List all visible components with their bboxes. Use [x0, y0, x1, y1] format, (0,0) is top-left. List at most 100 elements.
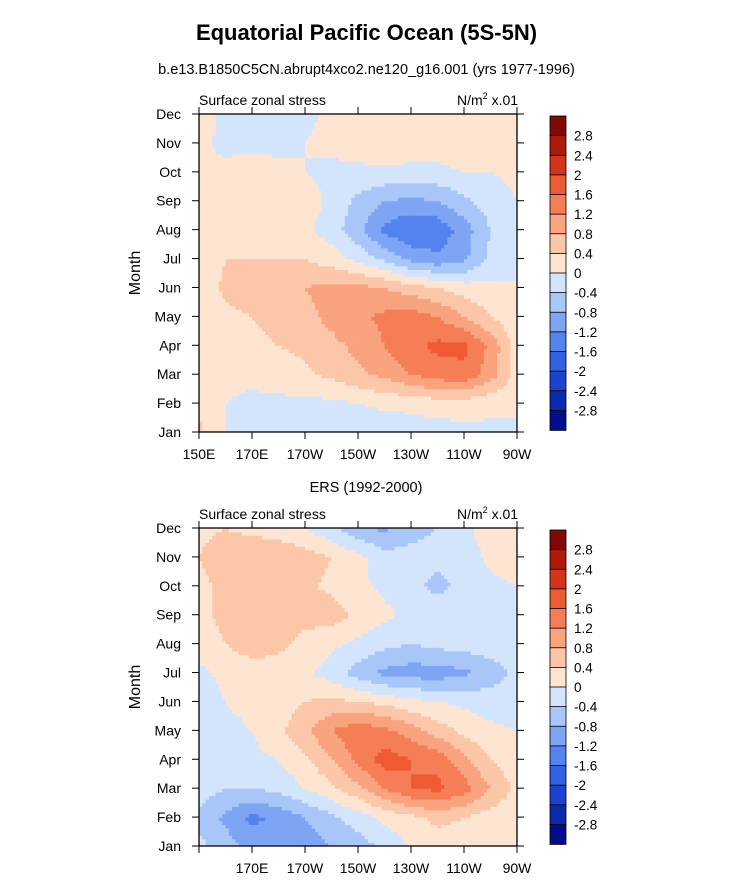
- heatmap-cell: [404, 327, 409, 332]
- heatmap-cell: [414, 359, 419, 364]
- heatmap-cell: [411, 352, 415, 357]
- heatmap-cell: [397, 273, 402, 278]
- heatmap-cell: [285, 294, 290, 299]
- heatmap-cell: [232, 334, 237, 339]
- heatmap-cell: [424, 258, 429, 263]
- heatmap-cell: [298, 244, 303, 249]
- heatmap-cell: [225, 406, 230, 411]
- heatmap-cell: [361, 338, 366, 343]
- heatmap-cell: [394, 417, 399, 422]
- heatmap-cell: [261, 424, 266, 429]
- heatmap-cell: [338, 395, 343, 401]
- heatmap-cell: [258, 377, 263, 383]
- heatmap-cell: [483, 366, 488, 372]
- heatmap-cell: [305, 323, 309, 328]
- heatmap-cell: [411, 345, 415, 350]
- heatmap-cell: [324, 229, 329, 234]
- heatmap-cell: [311, 356, 316, 361]
- heatmap-cell: [391, 269, 396, 274]
- heatmap-cell: [308, 229, 313, 234]
- heatmap-cell: [464, 323, 468, 328]
- heatmap-cell: [483, 341, 488, 346]
- heatmap-cell: [460, 273, 465, 278]
- heatmap-cell: [245, 363, 250, 368]
- heatmap-cell: [238, 254, 243, 260]
- heatmap-cell: [381, 363, 386, 368]
- heatmap-cell: [324, 262, 329, 267]
- heatmap-cell: [255, 294, 260, 299]
- heatmap-cell: [295, 388, 299, 393]
- heatmap-cell: [305, 338, 309, 343]
- heatmap-cell: [261, 244, 266, 249]
- heatmap-cell: [434, 352, 439, 357]
- heatmap-cell: [391, 352, 396, 357]
- heatmap-cell: [268, 388, 273, 393]
- heatmap-cell: [199, 377, 203, 383]
- heatmap-cell: [397, 338, 402, 343]
- heatmap-cell: [447, 301, 452, 307]
- heatmap-cell: [314, 294, 319, 299]
- heatmap-cell: [397, 403, 402, 408]
- heatmap-cell: [513, 301, 517, 307]
- heatmap-cell: [344, 359, 349, 364]
- heatmap-cell: [212, 345, 217, 350]
- heatmap-cell: [447, 276, 452, 281]
- heatmap-cell: [437, 399, 442, 404]
- heatmap-cell: [311, 294, 316, 299]
- heatmap-cell: [371, 424, 376, 429]
- heatmap-cell: [242, 363, 246, 368]
- heatmap-cell: [298, 348, 303, 354]
- heatmap-cell: [271, 395, 276, 401]
- heatmap-cell: [268, 413, 273, 419]
- heatmap-cell: [371, 403, 376, 408]
- heatmap-cell: [245, 374, 250, 379]
- heatmap-cell: [205, 251, 210, 256]
- heatmap-cell: [497, 269, 502, 274]
- heatmap-cell: [245, 381, 250, 386]
- heatmap-cell: [275, 262, 280, 267]
- heatmap-cell: [235, 294, 240, 299]
- heatmap-cell: [361, 381, 366, 386]
- heatmap-cell: [334, 323, 339, 328]
- heatmap-cell: [381, 395, 386, 401]
- heatmap-cell: [367, 298, 372, 303]
- heatmap-cell: [311, 374, 316, 379]
- heatmap-cell: [255, 413, 260, 419]
- heatmap-cell: [338, 327, 343, 332]
- heatmap-cell: [440, 312, 445, 317]
- heatmap-cell: [258, 327, 263, 332]
- heatmap-cell: [440, 323, 445, 328]
- heatmap-cell: [225, 413, 230, 419]
- heatmap-cell: [361, 273, 366, 278]
- heatmap-cell: [444, 294, 449, 299]
- heatmap-cell: [288, 374, 293, 379]
- heatmap-cell: [281, 327, 286, 332]
- heatmap-cell: [384, 258, 389, 263]
- heatmap-cell: [407, 262, 412, 267]
- heatmap-cell: [348, 269, 352, 274]
- heatmap-cell: [215, 305, 220, 310]
- heatmap-cell: [493, 370, 498, 375]
- heatmap-cell: [483, 298, 488, 303]
- heatmap-cell: [218, 348, 223, 354]
- heatmap-cell: [275, 287, 280, 292]
- heatmap-cell: [228, 301, 233, 307]
- heatmap-cell: [341, 424, 346, 429]
- heatmap-cell: [348, 316, 352, 321]
- heatmap-cell: [354, 309, 359, 314]
- heatmap-cell: [334, 254, 339, 260]
- heatmap-cell: [454, 417, 458, 422]
- heatmap-cell: [394, 298, 399, 303]
- heatmap-cell: [308, 330, 313, 336]
- heatmap-cell: [430, 330, 435, 336]
- heatmap-cell: [427, 421, 432, 426]
- heatmap-cell: [394, 291, 399, 296]
- heatmap-cell: [401, 406, 405, 411]
- heatmap-cell: [311, 240, 316, 245]
- heatmap-cell: [205, 406, 210, 411]
- heatmap-cell: [490, 287, 495, 292]
- heatmap-cell: [344, 247, 349, 252]
- heatmap-cell: [367, 258, 372, 263]
- heatmap-cell: [218, 319, 223, 325]
- heatmap-cell: [467, 413, 472, 419]
